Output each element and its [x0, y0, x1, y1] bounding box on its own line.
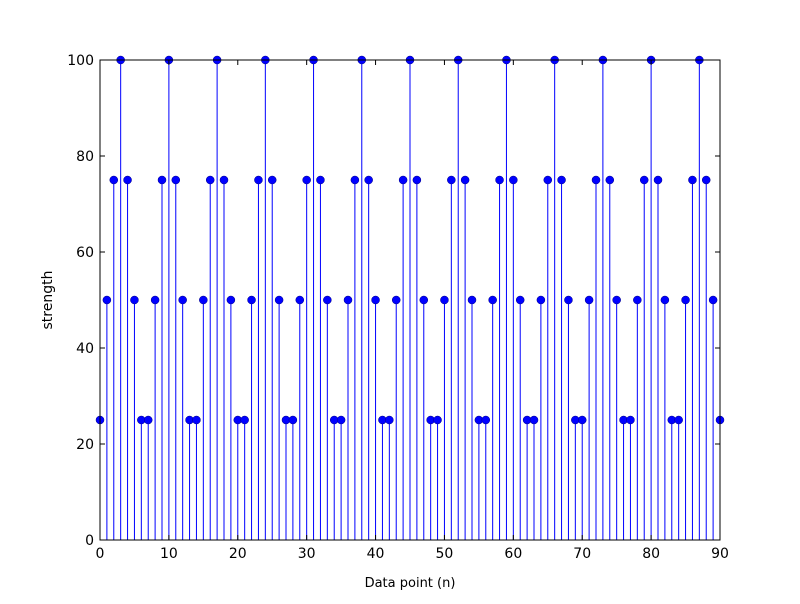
x-tick-label: 20 [229, 546, 247, 562]
data-point [626, 415, 635, 425]
data-point [398, 175, 408, 185]
data-point [178, 295, 187, 305]
data-point [481, 415, 491, 425]
data-point [467, 295, 477, 305]
data-point [543, 175, 553, 185]
data-point [295, 295, 305, 305]
data-point [205, 175, 215, 185]
data-point [681, 295, 690, 305]
data-point [267, 175, 277, 185]
y-tick-label: 0 [85, 533, 94, 549]
data-point [343, 295, 353, 305]
y-axis-label: strength [40, 271, 56, 330]
data-point [488, 295, 497, 305]
x-axis-label: Data point (n) [365, 576, 456, 591]
data-point [639, 175, 649, 185]
data-point [515, 295, 525, 305]
x-tick-label: 60 [504, 546, 522, 562]
data-point [192, 415, 201, 425]
data-point [240, 415, 249, 425]
data-point [288, 415, 298, 425]
data-point [254, 175, 263, 185]
data-point [109, 175, 119, 185]
data-point [385, 415, 394, 425]
data-point [536, 295, 546, 305]
data-point [391, 295, 401, 305]
data-point [350, 175, 360, 185]
data-point [143, 415, 153, 425]
data-point [557, 175, 566, 185]
x-tick-label: 90 [711, 546, 729, 562]
y-tick-label: 20 [76, 437, 94, 453]
x-tick-label: 50 [436, 546, 454, 562]
data-point [371, 295, 380, 305]
data-point [199, 295, 208, 305]
data-point [226, 295, 236, 305]
data-point [495, 175, 504, 185]
markers-group [95, 55, 725, 425]
data-point [219, 175, 229, 185]
data-point [447, 175, 456, 185]
data-point [605, 175, 615, 185]
data-point [102, 295, 112, 305]
y-tick-label: 100 [67, 53, 94, 69]
data-point [584, 295, 594, 305]
data-point [633, 295, 642, 305]
data-point [316, 175, 325, 185]
data-point [653, 175, 663, 185]
data-point [364, 175, 373, 185]
data-point [509, 175, 518, 185]
data-point [701, 175, 711, 185]
data-point [460, 175, 470, 185]
data-point [123, 175, 132, 185]
data-point [130, 295, 139, 305]
x-tick-label: 80 [642, 546, 660, 562]
x-tick-label: 70 [573, 546, 591, 562]
data-point [660, 295, 670, 305]
data-point [612, 295, 621, 305]
x-axis-ticks: 0 10 20 30 40 50 60 70 80 90 [96, 60, 729, 562]
stems-group [99, 60, 721, 540]
data-point [419, 295, 429, 305]
data-point [247, 295, 256, 305]
data-point [336, 415, 346, 425]
data-point [564, 295, 573, 305]
data-point [171, 175, 181, 185]
data-point [688, 175, 697, 185]
data-point [412, 175, 422, 185]
data-point [157, 175, 167, 185]
data-point [577, 415, 587, 425]
y-tick-label: 40 [76, 341, 94, 357]
data-point [708, 295, 718, 305]
data-point [591, 175, 601, 185]
data-point [433, 415, 442, 425]
y-axis-ticks: 0 20 40 60 80 100 [67, 53, 720, 549]
data-point [674, 415, 683, 425]
data-point [440, 295, 449, 305]
data-point [274, 295, 284, 305]
data-point [302, 175, 311, 185]
plot-frame [99, 59, 721, 541]
y-tick-label: 60 [76, 245, 94, 261]
data-point [323, 295, 332, 305]
x-tick-label: 40 [367, 546, 385, 562]
data-point [529, 415, 539, 425]
data-point [150, 295, 160, 305]
x-tick-label: 10 [160, 546, 178, 562]
x-tick-label: 0 [96, 546, 105, 562]
y-tick-label: 80 [76, 149, 94, 165]
x-tick-label: 30 [298, 546, 316, 562]
